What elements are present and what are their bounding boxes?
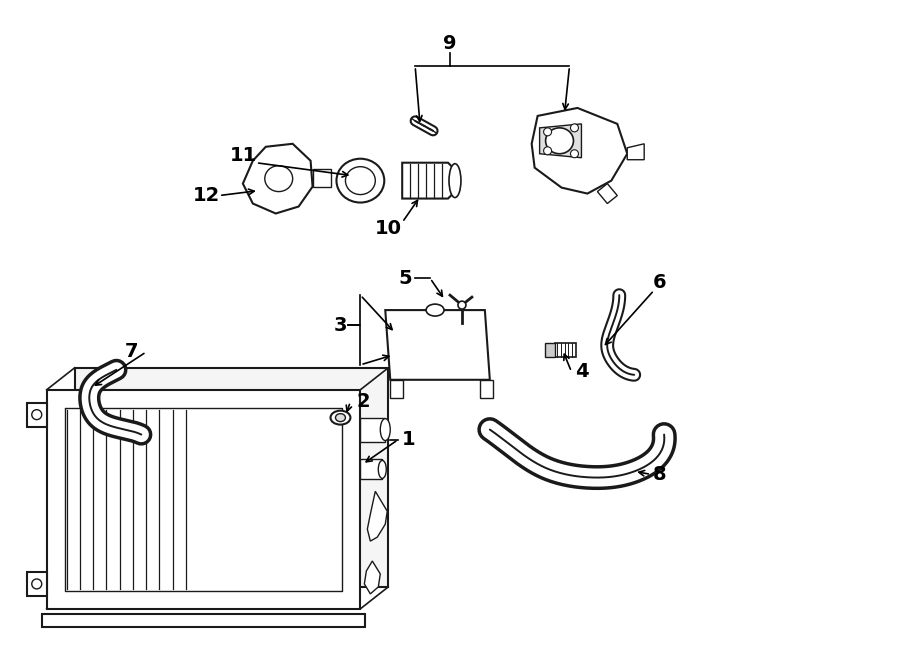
Circle shape xyxy=(32,410,41,420)
Text: 5: 5 xyxy=(399,269,412,288)
Polygon shape xyxy=(41,614,365,627)
Text: 6: 6 xyxy=(652,273,666,292)
Text: 10: 10 xyxy=(374,219,401,238)
Ellipse shape xyxy=(378,461,386,479)
Polygon shape xyxy=(480,380,493,398)
Circle shape xyxy=(571,150,579,158)
Polygon shape xyxy=(364,561,381,594)
Circle shape xyxy=(544,147,552,155)
Text: 8: 8 xyxy=(652,465,666,484)
Text: 1: 1 xyxy=(401,430,415,449)
Text: 3: 3 xyxy=(334,315,347,334)
Text: 2: 2 xyxy=(356,392,370,411)
Circle shape xyxy=(32,579,41,589)
Ellipse shape xyxy=(449,164,461,198)
Polygon shape xyxy=(532,108,627,194)
Polygon shape xyxy=(27,403,47,426)
Ellipse shape xyxy=(426,304,444,316)
Polygon shape xyxy=(544,343,554,357)
Ellipse shape xyxy=(336,414,346,422)
Ellipse shape xyxy=(330,410,350,424)
Polygon shape xyxy=(554,343,577,357)
Text: 4: 4 xyxy=(574,362,589,381)
Ellipse shape xyxy=(545,128,573,154)
Polygon shape xyxy=(360,418,385,442)
Polygon shape xyxy=(47,390,360,609)
Ellipse shape xyxy=(346,167,375,194)
Circle shape xyxy=(458,301,466,309)
Polygon shape xyxy=(627,144,644,160)
Polygon shape xyxy=(243,144,312,214)
Polygon shape xyxy=(27,572,47,596)
Ellipse shape xyxy=(381,418,391,440)
Polygon shape xyxy=(360,459,382,479)
Circle shape xyxy=(571,124,579,132)
Polygon shape xyxy=(402,163,458,198)
Circle shape xyxy=(544,128,552,136)
Polygon shape xyxy=(385,310,490,380)
Ellipse shape xyxy=(337,159,384,202)
Polygon shape xyxy=(540,124,581,158)
Text: 11: 11 xyxy=(230,146,257,165)
Text: 12: 12 xyxy=(193,186,220,205)
Text: 9: 9 xyxy=(443,34,456,53)
Polygon shape xyxy=(312,169,330,186)
Ellipse shape xyxy=(265,166,292,192)
Text: 7: 7 xyxy=(124,342,138,362)
Polygon shape xyxy=(75,368,388,587)
Polygon shape xyxy=(367,491,387,541)
Polygon shape xyxy=(391,380,403,398)
Polygon shape xyxy=(598,184,617,204)
